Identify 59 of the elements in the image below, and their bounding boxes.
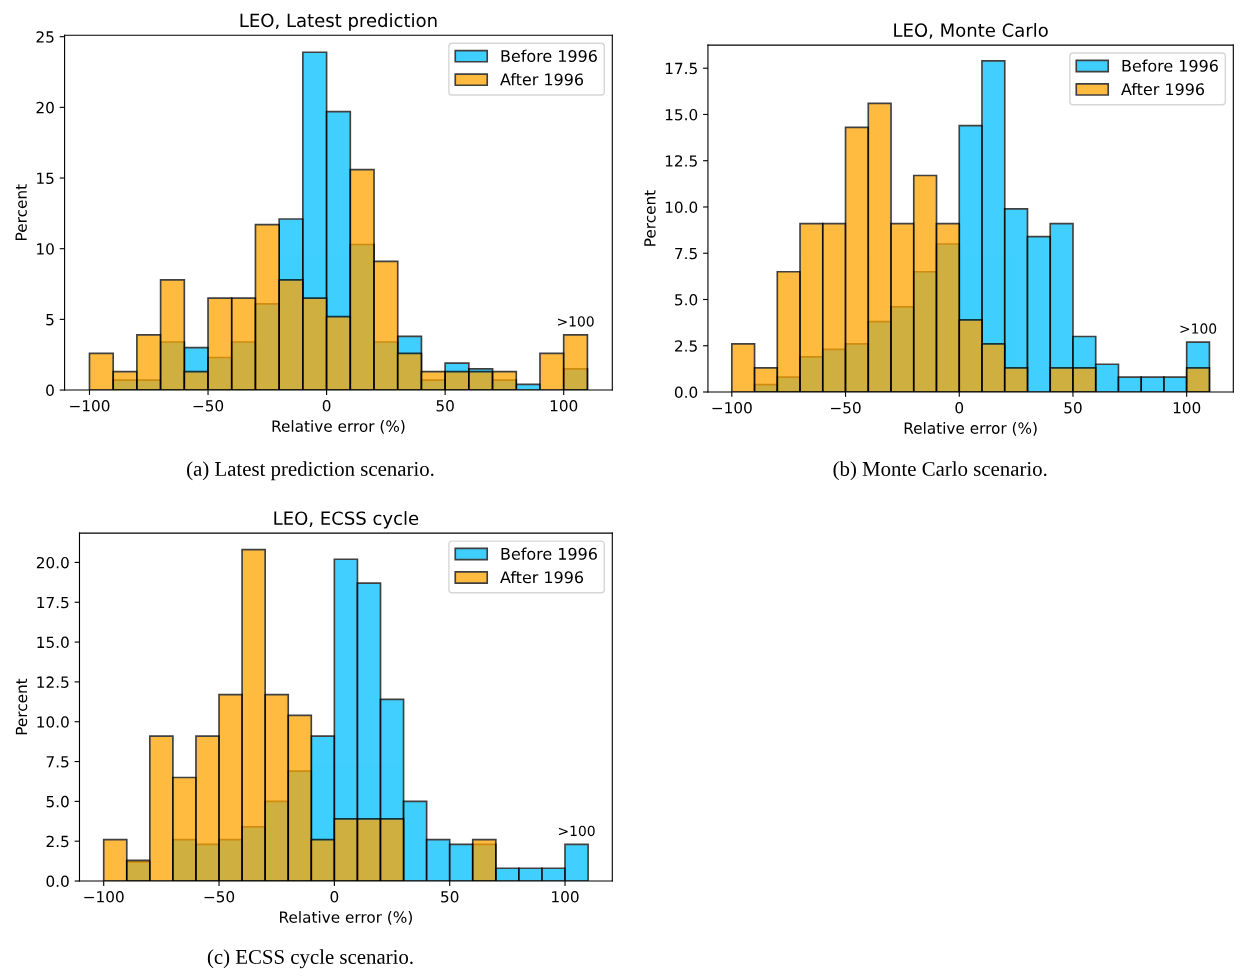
legend-label: Before 1996 xyxy=(501,547,597,560)
y-tick-label: 0 xyxy=(46,384,54,397)
x-axis-title: Relative error (%) xyxy=(272,420,405,434)
x-tick-label: 50 xyxy=(436,400,454,412)
y-tick-label: 15.0 xyxy=(37,636,69,649)
legend-label: Before 1996 xyxy=(1122,59,1218,72)
x-axis-title: Relative error (%) xyxy=(280,911,412,925)
x-tick-label: −50 xyxy=(831,401,861,414)
y-tick-label: 10 xyxy=(37,243,54,255)
y-tick-label: 15 xyxy=(37,172,54,185)
y-tick-label: 7.5 xyxy=(46,756,69,768)
chart-title: LEO, Latest prediction xyxy=(240,13,437,31)
x-tick-label: −100 xyxy=(84,891,124,903)
y-tick-label: 12.5 xyxy=(37,676,69,688)
y-tick-label: 5.0 xyxy=(675,293,698,306)
y-tick-label: 10.0 xyxy=(37,716,69,728)
y-tick-label: 25 xyxy=(36,31,54,43)
y-tick-label: 17.5 xyxy=(37,596,69,609)
y-axis-title: Percent xyxy=(15,678,28,735)
x-tick-label: 100 xyxy=(1173,401,1201,414)
chart-title: LEO, Monte Carlo xyxy=(894,23,1048,39)
x-axis-title: Relative error (%) xyxy=(904,422,1037,436)
y-axis-title: Percent xyxy=(15,184,27,240)
y-tick-label: 5.0 xyxy=(46,795,69,808)
y-tick-label: 12.5 xyxy=(665,155,697,167)
y-tick-label: 17.5 xyxy=(665,62,697,75)
annotation: >100 xyxy=(557,316,594,327)
y-tick-label: 0.0 xyxy=(46,875,69,888)
x-tick-label: 0 xyxy=(322,400,331,412)
y-axis-title: Percent xyxy=(644,190,656,246)
x-tick-label: −100 xyxy=(70,400,110,412)
x-tick-label: −50 xyxy=(193,400,224,412)
y-tick-label: 2.5 xyxy=(46,835,69,848)
annotation: >100 xyxy=(1180,323,1217,334)
y-tick-label: 20 xyxy=(36,101,54,114)
y-tick-label: 20.0 xyxy=(36,556,69,569)
text: (c) ECSS cycle scenario. xyxy=(207,949,413,969)
y-tick-label: 0.0 xyxy=(674,386,698,399)
legend-label: After 1996 xyxy=(500,570,584,584)
y-tick-label: 7.5 xyxy=(675,247,697,260)
chart-title: LEO, ECSS cycle xyxy=(274,511,419,529)
x-tick-label: −100 xyxy=(712,401,752,414)
x-tick-label: 0 xyxy=(330,891,339,903)
x-tick-label: 50 xyxy=(441,891,459,903)
x-tick-label: 100 xyxy=(552,891,579,903)
x-tick-label: −50 xyxy=(204,891,235,903)
y-tick-label: 5 xyxy=(46,314,54,326)
legend-label: After 1996 xyxy=(1121,82,1205,96)
y-tick-label: 2.5 xyxy=(675,340,697,352)
y-tick-label: 10.0 xyxy=(665,201,698,213)
text: (a) Latest prediction scenario. xyxy=(187,461,434,481)
x-tick-label: 0 xyxy=(955,401,964,414)
legend-label: After 1996 xyxy=(500,73,584,86)
x-tick-label: 50 xyxy=(1064,401,1082,414)
x-tick-label: 100 xyxy=(550,400,578,412)
text: (b) Monte Carlo scenario. xyxy=(833,461,1047,481)
annotation: >100 xyxy=(558,825,595,837)
y-tick-label: 15.0 xyxy=(665,108,698,121)
legend-label: Before 1996 xyxy=(501,49,597,63)
